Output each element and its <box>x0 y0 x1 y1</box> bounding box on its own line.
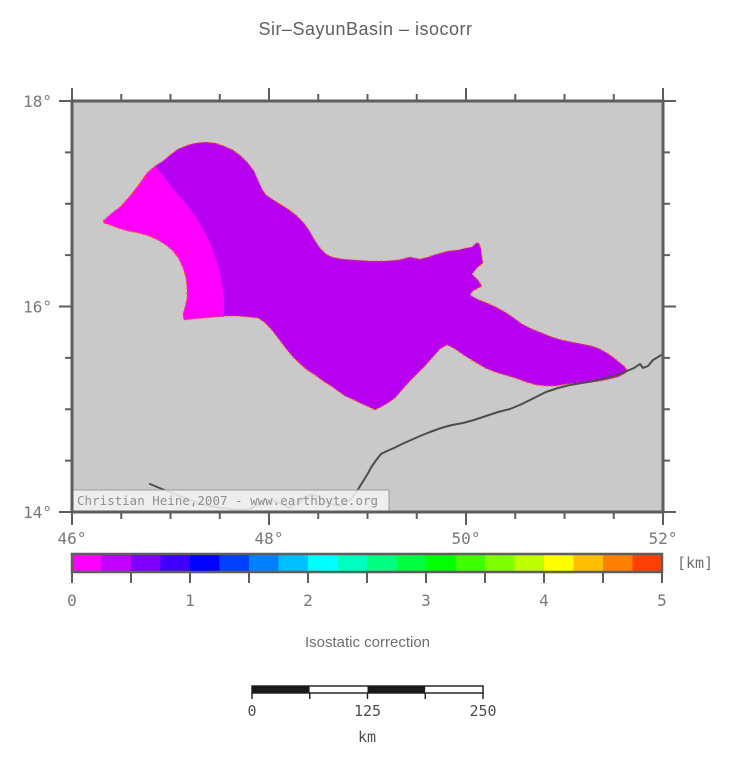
y-axis-label: 18° <box>23 92 52 111</box>
colorbar-segment <box>308 554 338 572</box>
x-axis-label: 46° <box>58 529 87 548</box>
x-axis-label: 52° <box>649 529 678 548</box>
colorbar-segment <box>72 554 102 572</box>
colorbar-segment <box>485 554 515 572</box>
basin-region <box>103 142 628 410</box>
x-axis-label: 48° <box>255 529 284 548</box>
scale-bar-segment <box>309 686 368 693</box>
map-axes: 46° 48° 50° 52° 18° 16° 14° <box>23 88 677 548</box>
colorbar-tick-label: 2 <box>303 591 313 610</box>
colorbar-segment <box>219 554 250 572</box>
colorbar-tick-label: 1 <box>185 591 195 610</box>
colorbar-tick-label: 4 <box>539 591 549 610</box>
scale-bar-label: 0 <box>247 702 256 720</box>
map-area <box>72 101 663 512</box>
colorbar-segment <box>190 554 220 572</box>
colorbar-segment <box>160 554 191 572</box>
scale-bar-segment <box>252 686 310 693</box>
colorbar-segment <box>573 554 604 572</box>
colorbar-tick-label: 0 <box>67 591 77 610</box>
scale-bar-segment <box>425 686 483 693</box>
colorbar-tick-label: 5 <box>657 591 667 610</box>
scale-bar-label: 250 <box>469 702 496 720</box>
colorbar-segment <box>367 554 397 572</box>
watermark: Christian Heine,2007 - www.earthbyte.org <box>72 489 390 512</box>
colorbar-tick-label: 3 <box>421 591 431 610</box>
scale-bar-label: 125 <box>354 702 381 720</box>
colorbar-segment <box>278 554 309 572</box>
x-axis-label: 50° <box>452 529 481 548</box>
scale-bar-unit-label: km <box>358 728 376 746</box>
colorbar-segment <box>249 554 279 572</box>
colorbar-segment <box>131 554 161 572</box>
colorbar-segment <box>632 554 663 572</box>
colorbar-axis-label: Isostatic correction <box>304 634 431 651</box>
colorbar-unit-label: [km] <box>677 554 713 572</box>
colorbar-segment <box>337 554 368 572</box>
y-axis-label: 14° <box>23 503 52 522</box>
basin-contour-outline <box>102 141 629 411</box>
colorbar-segment <box>603 554 633 572</box>
colorbar-segment <box>544 554 574 572</box>
basin-low-value-region <box>103 166 224 320</box>
watermark-text: Christian Heine,2007 - www.earthbyte.org <box>77 493 378 508</box>
y-axis-label: 16° <box>23 298 52 317</box>
colorbar-segment <box>396 554 427 572</box>
colorbar-segment <box>455 554 486 572</box>
colorbar-segment <box>426 554 456 572</box>
colorbar-segment <box>514 554 545 572</box>
scale-bar: 0 125 250 <box>247 685 497 720</box>
plot-title: Sir–SayunBasin – isocorr <box>258 19 473 39</box>
scale-bar-segment <box>367 686 426 693</box>
colorbar-segment <box>101 554 132 572</box>
colorbar: 0 1 2 3 4 5 <box>67 552 667 610</box>
